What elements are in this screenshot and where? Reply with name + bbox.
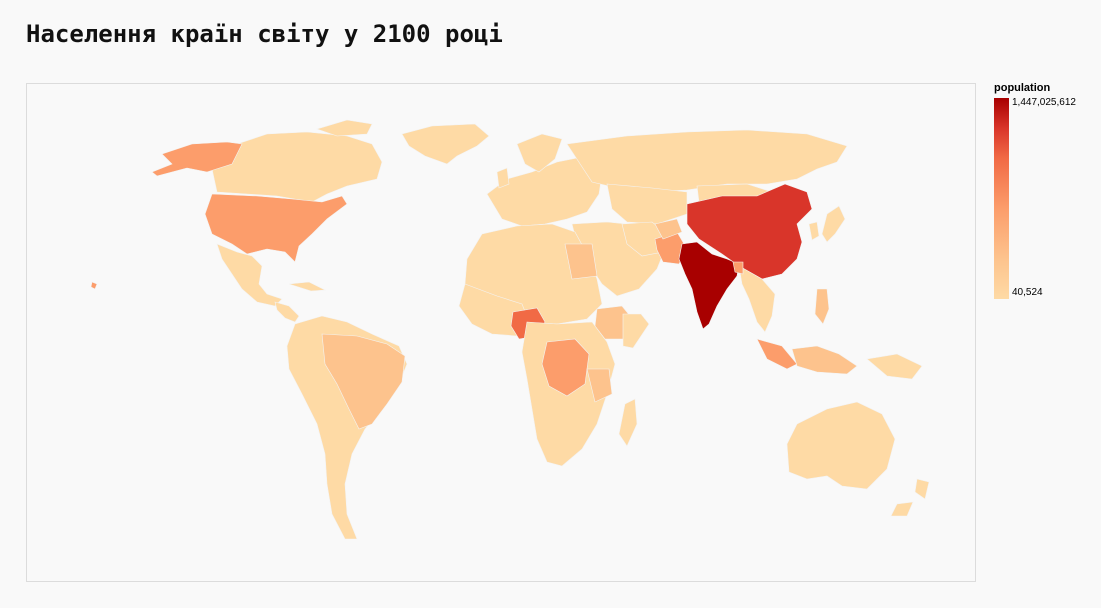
country-brazil[interactable] — [321, 333, 406, 430]
country-canada[interactable] — [211, 131, 383, 203]
legend-min-label: 40,524 — [1012, 287, 1043, 298]
legend-max-label: 1,447,025,612 — [1012, 97, 1076, 108]
country-cuba[interactable] — [288, 281, 327, 292]
map-legend: population 1,447,025,612 40,524 — [994, 82, 1094, 302]
country-southeast-asia[interactable] — [738, 265, 776, 333]
country-madagascar[interactable] — [618, 398, 638, 447]
country-horn-of-africa[interactable] — [622, 313, 650, 349]
country-egypt[interactable] — [564, 243, 598, 280]
country-afghanistan[interactable] — [654, 218, 683, 240]
country-canada-islands[interactable] — [316, 119, 373, 137]
country-japan[interactable] — [821, 205, 846, 243]
country-bangladesh[interactable] — [732, 261, 744, 275]
country-philippines[interactable] — [814, 288, 830, 325]
world-map[interactable] — [27, 84, 977, 583]
country-tanzania[interactable] — [586, 368, 613, 403]
country-russia[interactable] — [566, 129, 848, 193]
country-indonesia[interactable] — [756, 338, 798, 370]
country-new-guinea[interactable] — [866, 353, 923, 380]
country-hawaii[interactable] — [90, 281, 98, 290]
country-india[interactable] — [678, 241, 740, 330]
country-australia[interactable] — [786, 401, 896, 490]
country-china[interactable] — [686, 183, 813, 280]
country-mexico[interactable] — [216, 243, 283, 307]
legend-title: population — [994, 82, 1051, 94]
legend-color-bar — [994, 98, 1009, 299]
country-scandinavia[interactable] — [516, 133, 563, 173]
country-new-zealand[interactable] — [890, 478, 930, 517]
country-greenland[interactable] — [401, 123, 490, 165]
country-central-america[interactable] — [274, 301, 300, 323]
country-korea[interactable] — [808, 221, 820, 241]
country-united-states[interactable] — [204, 193, 348, 263]
country-dr-congo[interactable] — [541, 338, 590, 397]
country-united-kingdom[interactable] — [496, 167, 510, 189]
country-central-asia[interactable] — [606, 183, 688, 225]
country-indonesia-east[interactable] — [791, 345, 858, 375]
map-title: Населення країн світу у 2100 році — [26, 20, 503, 48]
country-alaska[interactable] — [151, 141, 243, 177]
map-frame[interactable] — [26, 83, 976, 582]
